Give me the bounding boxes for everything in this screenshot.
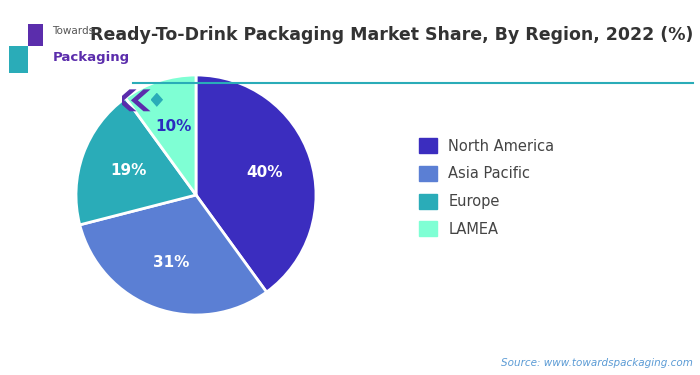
Text: 40%: 40% — [246, 165, 283, 180]
Text: 10%: 10% — [155, 119, 192, 134]
Wedge shape — [125, 75, 196, 195]
Bar — [9, 46, 27, 73]
Polygon shape — [150, 93, 163, 107]
Legend: North America, Asia Pacific, Europe, LAMEA: North America, Asia Pacific, Europe, LAM… — [413, 132, 560, 243]
Text: Ready-To-Drink Packaging Market Share, By Region, 2022 (%): Ready-To-Drink Packaging Market Share, B… — [90, 26, 694, 44]
Text: Packaging: Packaging — [52, 51, 130, 64]
Wedge shape — [196, 75, 316, 292]
Text: 31%: 31% — [153, 255, 190, 270]
Wedge shape — [80, 195, 267, 315]
Polygon shape — [19, 24, 43, 46]
Polygon shape — [117, 89, 136, 111]
Polygon shape — [131, 89, 150, 111]
Text: Source: www.towardspackaging.com: Source: www.towardspackaging.com — [501, 357, 693, 368]
Text: Towards: Towards — [52, 26, 94, 36]
Text: 19%: 19% — [110, 163, 146, 178]
Wedge shape — [76, 98, 196, 225]
